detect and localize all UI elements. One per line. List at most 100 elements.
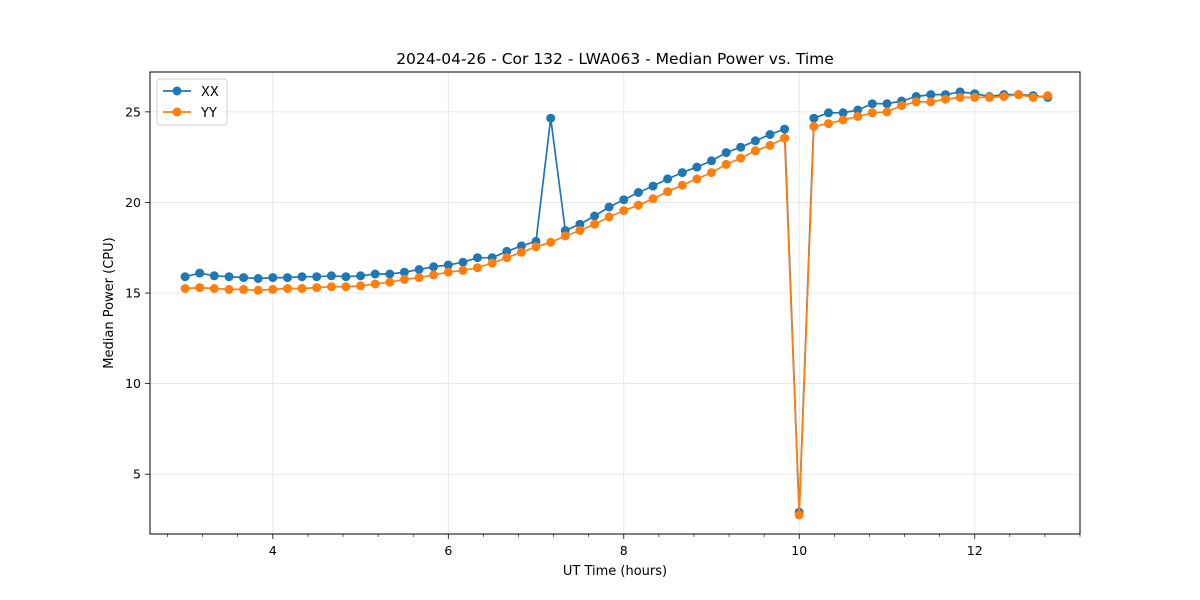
data-point-yy	[926, 97, 936, 107]
data-point-xx	[677, 168, 687, 178]
series-layer	[180, 87, 1053, 520]
data-point-xx	[516, 241, 526, 251]
data-point-yy	[560, 231, 570, 241]
data-point-xx	[326, 271, 336, 281]
data-point-xx	[429, 262, 439, 272]
data-point-yy	[999, 92, 1009, 101]
data-point-yy	[180, 284, 190, 293]
x-tick-label: 12	[967, 543, 983, 558]
x-axis-label: UT Time (hours)	[563, 564, 667, 579]
data-point-yy	[780, 133, 790, 143]
data-point-xx	[297, 272, 307, 282]
data-point-xx	[765, 130, 775, 139]
x-tick-label: 4	[269, 543, 277, 558]
data-point-xx	[209, 271, 219, 281]
data-point-xx	[312, 272, 322, 282]
data-point-xx	[443, 260, 453, 270]
data-point-xx	[195, 268, 205, 278]
data-point-yy	[970, 92, 980, 102]
data-point-xx	[458, 257, 468, 267]
data-point-xx	[619, 195, 629, 205]
legend: XX YY	[156, 78, 228, 126]
y-tick-label: 5	[133, 467, 141, 482]
data-point-xx	[341, 272, 351, 282]
data-point-yy	[882, 107, 892, 117]
data-point-yy	[283, 284, 292, 293]
data-point-yy	[955, 92, 965, 102]
data-point-xx	[648, 181, 658, 191]
data-point-xx	[926, 90, 936, 100]
data-point-yy	[853, 111, 863, 121]
y-tick-label: 25	[125, 104, 141, 119]
data-point-xx	[736, 142, 746, 152]
data-point-xx	[604, 202, 614, 212]
data-point-yy	[692, 174, 702, 184]
data-point-yy	[239, 284, 249, 294]
data-point-xx	[283, 273, 292, 283]
data-point-yy	[195, 283, 205, 293]
data-point-xx	[180, 272, 190, 282]
data-point-xx	[399, 267, 409, 277]
data-point-yy	[619, 206, 629, 216]
data-point-yy	[838, 115, 848, 125]
data-point-yy	[341, 282, 351, 292]
data-point-xx	[546, 113, 556, 123]
data-point-yy	[268, 284, 278, 294]
data-point-yy	[502, 253, 512, 263]
data-point-xx	[414, 265, 424, 274]
data-point-yy	[794, 510, 804, 520]
data-point-xx	[370, 269, 380, 279]
data-point-xx	[356, 271, 366, 281]
data-point-yy	[487, 258, 497, 268]
data-point-yy	[941, 94, 950, 104]
data-point-xx	[268, 273, 278, 283]
data-point-xx	[590, 211, 600, 221]
data-point-yy	[224, 284, 234, 294]
x-tick-label: 6	[444, 543, 452, 558]
data-point-yy	[824, 119, 833, 129]
data-point-yy	[707, 168, 716, 178]
data-point-yy	[546, 237, 556, 247]
data-point-yy	[516, 247, 526, 257]
data-point-yy	[663, 187, 673, 197]
data-point-yy	[984, 92, 994, 102]
data-point-xx	[882, 99, 892, 109]
y-tick-label: 20	[125, 195, 141, 210]
data-point-yy	[1043, 91, 1053, 101]
data-point-yy	[750, 146, 760, 156]
chart-title: 2024-04-26 - Cor 132 - LWA063 - Median P…	[396, 50, 834, 68]
legend-marker-yy	[172, 107, 182, 117]
data-point-yy	[429, 270, 439, 280]
data-point-yy	[370, 279, 380, 289]
data-point-xx	[473, 253, 482, 263]
data-point-xx	[692, 162, 702, 172]
legend-marker-xx	[172, 86, 182, 96]
data-point-yy	[1014, 90, 1024, 100]
data-point-yy	[677, 180, 687, 190]
data-point-xx	[633, 188, 643, 197]
data-point-yy	[399, 274, 409, 284]
data-point-xx	[867, 99, 877, 109]
data-point-xx	[224, 272, 234, 282]
data-point-yy	[356, 281, 366, 291]
data-point-yy	[721, 159, 731, 169]
grid	[150, 72, 1080, 534]
data-point-yy	[633, 200, 643, 210]
data-point-xx	[239, 273, 249, 283]
data-point-xx	[780, 124, 790, 134]
data-point-xx	[707, 156, 716, 166]
data-point-yy	[253, 285, 263, 295]
data-point-yy	[911, 97, 921, 107]
data-point-yy	[604, 212, 614, 222]
data-point-xx	[385, 269, 395, 279]
y-axis-label: Median Power (CPU)	[102, 237, 117, 368]
x-tick-label: 10	[791, 543, 807, 558]
data-point-yy	[765, 140, 775, 150]
data-point-yy	[297, 284, 307, 293]
legend-label-xx: XX	[201, 85, 219, 100]
data-point-yy	[326, 282, 336, 292]
data-point-yy	[531, 242, 541, 252]
axes: 4 6 8 10 12 5 10 15 20 25	[125, 104, 1081, 558]
y-tick-label: 10	[125, 376, 141, 391]
data-point-xx	[663, 174, 673, 184]
